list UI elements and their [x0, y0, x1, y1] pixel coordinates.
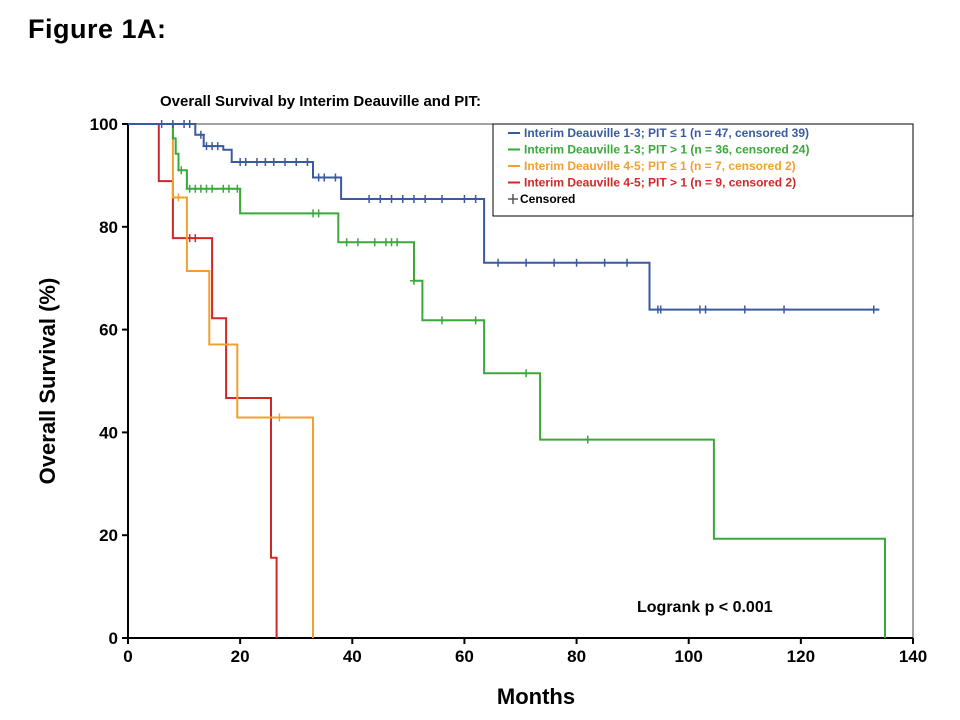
y-tick-label-100: 100 [90, 115, 118, 134]
x-tick-label-40: 40 [343, 647, 362, 666]
series-1-censor-mark-31 [572, 258, 581, 267]
series-2-censor-mark-8 [233, 184, 242, 193]
series-2-censor-mark-13 [370, 238, 379, 247]
chart-title: Overall Survival by Interim Deauville an… [160, 93, 481, 110]
legend-censored-label: Censored [520, 192, 575, 206]
series-2-censor-mark-11 [342, 238, 351, 247]
series-2-line [128, 123, 886, 638]
axes: 0 20 40 60 80 100 120 140 0 20 40 60 80 100 [90, 115, 928, 666]
series-2-censor-mark-0 [177, 166, 186, 175]
series-1-censor-mark-19 [365, 195, 374, 204]
legend-entry-4: Interim Deauville 4-5; PIT > 1 (n = 9, c… [524, 176, 796, 190]
series-1-censor-mark-18 [331, 173, 340, 182]
series-1-censor-mark-38 [740, 305, 749, 314]
series-1-censor-mark-32 [600, 258, 609, 267]
series-1-censor-mark-3 [185, 120, 194, 128]
series-2-censor-mark-16 [393, 238, 402, 247]
y-tick-label-20: 20 [99, 526, 118, 545]
series-1-censor-mark-24 [421, 195, 430, 204]
series-2-censor-mark-17 [409, 276, 418, 285]
x-tick-label-60: 60 [455, 647, 474, 666]
series-1-censor-mark-39 [780, 305, 789, 314]
x-tick-label-80: 80 [567, 647, 586, 666]
series-1-censor-mark-1 [168, 120, 177, 128]
series-2-censor-mark-5 [208, 184, 217, 193]
series-3-line [128, 123, 314, 638]
x-tick-label-120: 120 [787, 647, 815, 666]
series-1-censor-mark-25 [438, 195, 446, 204]
series-1-censor-mark-35 [656, 305, 665, 314]
y-tick-label-80: 80 [99, 218, 118, 237]
legend: Interim Deauville 1-3; PIT ≤ 1 (n = 47, … [492, 123, 914, 217]
series-1-censor-mark-23 [409, 195, 418, 204]
legend-box [492, 123, 914, 217]
series-1-censor-mark-9 [241, 158, 250, 167]
series-2-censor-mark-7 [224, 184, 233, 193]
series-1-censor-mark-15 [303, 158, 312, 167]
series-1-censor-mark-29 [522, 258, 531, 267]
legend-censor-icon [508, 194, 518, 204]
series-1-censor-mark-20 [376, 195, 385, 204]
series-1 [128, 120, 880, 314]
series-2-censor-mark-18 [438, 316, 446, 325]
legend-entry-2: Interim Deauville 1-3; PIT > 1 (n = 36, … [524, 143, 809, 157]
y-tick-label-0: 0 [109, 629, 118, 648]
series-1-censor-mark-4 [196, 130, 205, 139]
series-layer [128, 120, 886, 638]
series-4 [128, 123, 278, 638]
series-2-censor-mark-19 [471, 316, 480, 325]
legend-entry-3: Interim Deauville 4-5; PIT ≤ 1 (n = 7, c… [524, 159, 796, 173]
series-1-censor-mark-30 [550, 258, 559, 267]
series-1-censor-mark-26 [460, 195, 469, 204]
y-axis-title: Overall Survival (%) [35, 278, 60, 485]
series-1-censor-mark-14 [292, 158, 301, 167]
x-tick-label-0: 0 [123, 647, 132, 666]
series-1-censor-mark-17 [320, 173, 329, 182]
series-1-censor-mark-33 [623, 258, 632, 267]
x-tick-label-20: 20 [231, 647, 250, 666]
series-1-censor-mark-21 [387, 195, 396, 204]
series-3-censor-mark-1 [275, 413, 284, 422]
figure-label: Figure 1A: [28, 14, 167, 44]
series-1-censor-mark-12 [269, 158, 278, 167]
logrank-annotation: Logrank p < 0.001 [637, 599, 773, 616]
series-1-censor-mark-28 [494, 258, 503, 267]
series-4-censor-mark-1 [191, 234, 200, 243]
series-1-censor-mark-0 [157, 120, 166, 128]
series-1-censor-mark-7 [213, 142, 222, 151]
x-tick-label-100: 100 [675, 647, 703, 666]
series-2-censor-mark-21 [583, 435, 592, 444]
legend-entry-1: Interim Deauville 1-3; PIT ≤ 1 (n = 47, … [524, 126, 809, 140]
y-tick-label-60: 60 [99, 321, 118, 340]
series-1-censor-mark-37 [701, 305, 710, 314]
x-axis-title: Months [497, 684, 575, 709]
series-1-censor-mark-40 [869, 305, 878, 314]
series-1-censor-mark-22 [398, 195, 407, 204]
series-2-censor-mark-12 [353, 238, 362, 247]
series-2-censor-mark-10 [314, 209, 323, 218]
series-1-censor-mark-11 [261, 158, 270, 167]
series-2 [128, 123, 886, 638]
series-3 [128, 123, 314, 638]
series-1-censor-mark-27 [471, 195, 480, 204]
series-1-censor-mark-13 [281, 158, 289, 167]
series-1-censor-mark-10 [252, 158, 261, 167]
series-2-censor-mark-20 [522, 369, 531, 378]
series-4-line [128, 123, 278, 638]
series-3-censor-mark-0 [174, 193, 183, 202]
y-tick-label-40: 40 [99, 423, 118, 442]
x-tick-label-140: 140 [899, 647, 927, 666]
